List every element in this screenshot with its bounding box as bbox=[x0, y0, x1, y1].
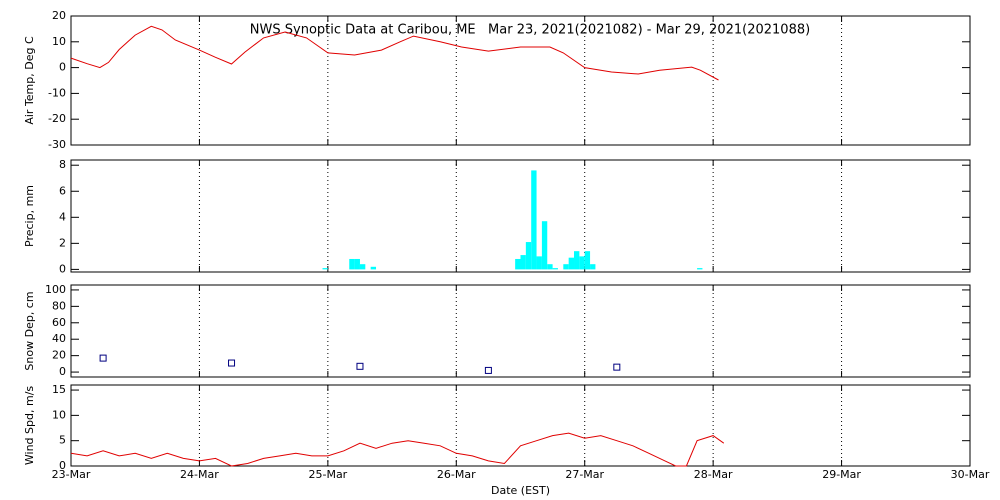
y-tick-label: 8 bbox=[59, 158, 66, 171]
bar bbox=[574, 251, 580, 270]
y-tick-label: -10 bbox=[48, 86, 66, 99]
y-axis-label: Precip, mm bbox=[23, 185, 36, 247]
y-tick-label: 5 bbox=[59, 434, 66, 447]
bar bbox=[552, 268, 558, 270]
y-tick-label: 100 bbox=[45, 283, 66, 296]
point bbox=[484, 366, 492, 374]
bar bbox=[349, 258, 355, 270]
bar bbox=[547, 264, 553, 270]
x-tick-label: 28-Mar bbox=[694, 468, 733, 481]
bar bbox=[579, 256, 585, 270]
bar bbox=[536, 256, 542, 270]
x-tick-label: 29-Mar bbox=[822, 468, 861, 481]
data-line bbox=[70, 25, 719, 81]
y-tick-label: -20 bbox=[48, 112, 66, 125]
bar bbox=[359, 264, 366, 270]
plot-frame bbox=[70, 284, 971, 378]
bar bbox=[568, 257, 575, 270]
bar bbox=[322, 268, 328, 270]
y-tick-label: 2 bbox=[59, 236, 66, 249]
x-tick-label: 26-Mar bbox=[437, 468, 476, 481]
bar bbox=[370, 266, 377, 270]
bar bbox=[531, 170, 537, 270]
x-axis-label: Date (EST) bbox=[491, 484, 550, 497]
y-tick-label: 4 bbox=[59, 210, 66, 223]
data-line bbox=[70, 432, 725, 467]
chart-title: NWS Synoptic Data at Caribou, ME Mar 23,… bbox=[250, 23, 810, 38]
y-tick-label: 0 bbox=[59, 61, 66, 74]
x-tick-label: 23-Mar bbox=[52, 468, 91, 481]
x-tick-label: 25-Mar bbox=[308, 468, 347, 481]
y-tick-label: -30 bbox=[48, 138, 66, 151]
bar bbox=[541, 221, 548, 270]
y-tick-label: 10 bbox=[52, 408, 66, 421]
point bbox=[99, 354, 107, 362]
y-tick-label: 20 bbox=[52, 349, 66, 362]
bar bbox=[525, 242, 532, 270]
bar bbox=[590, 264, 596, 270]
bar bbox=[354, 258, 360, 270]
plot-frame bbox=[70, 159, 971, 273]
point bbox=[228, 359, 236, 367]
x-tick-label: 27-Mar bbox=[565, 468, 604, 481]
x-tick-label: 30-Mar bbox=[951, 468, 990, 481]
y-tick-label: 15 bbox=[52, 383, 66, 396]
point bbox=[613, 363, 621, 371]
plot-frame bbox=[70, 384, 971, 467]
y-tick-label: 6 bbox=[59, 184, 66, 197]
y-tick-label: 0 bbox=[59, 262, 66, 275]
y-axis-label: Air Temp, Deg C bbox=[23, 36, 36, 125]
plot-frame bbox=[70, 15, 971, 146]
y-tick-label: 20 bbox=[52, 9, 66, 22]
y-tick-label: 0 bbox=[59, 459, 66, 472]
bar bbox=[584, 251, 591, 270]
bar bbox=[515, 258, 521, 270]
y-tick-label: 80 bbox=[52, 299, 66, 312]
point bbox=[356, 362, 364, 370]
y-tick-label: 60 bbox=[52, 316, 66, 329]
bar bbox=[520, 255, 526, 270]
y-tick-label: 0 bbox=[59, 365, 66, 378]
bar bbox=[697, 268, 703, 270]
y-axis-label: Snow Dep, cm bbox=[23, 291, 36, 370]
bar bbox=[563, 264, 569, 270]
y-tick-label: 10 bbox=[52, 35, 66, 48]
y-tick-label: 40 bbox=[52, 332, 66, 345]
y-axis-label: Wind Spd, m/s bbox=[23, 386, 36, 466]
x-tick-label: 24-Mar bbox=[180, 468, 219, 481]
